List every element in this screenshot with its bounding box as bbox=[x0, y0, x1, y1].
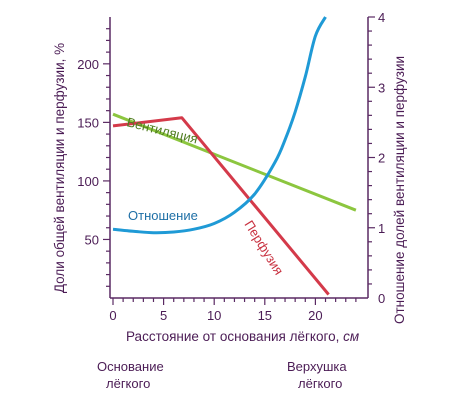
apex-label-line1: Верхушка bbox=[287, 359, 347, 374]
y-right-tick-label: 2 bbox=[378, 151, 385, 166]
base-label-line1: Основание bbox=[97, 359, 164, 374]
apex-label-line2: лёгкого bbox=[298, 376, 342, 391]
y-left-tick-label: 100 bbox=[77, 174, 99, 189]
ratio-curve bbox=[112, 16, 327, 235]
y-right-tick-label: 1 bbox=[378, 221, 385, 236]
x-axis-title-unit: см bbox=[343, 329, 359, 344]
y-right-tick-label: 0 bbox=[378, 291, 385, 306]
x-tick-label: 20 bbox=[308, 308, 322, 323]
x-tick-label: 5 bbox=[160, 308, 167, 323]
y-right-tick-label: 4 bbox=[378, 10, 385, 25]
perfusion-label: Перфузия bbox=[241, 218, 286, 278]
x-axis-title: Расстояние от основания лёгкого, см bbox=[126, 329, 359, 344]
axes bbox=[109, 17, 369, 299]
x-tick-label: 0 bbox=[109, 308, 116, 323]
base-label-line2: лёгкого bbox=[106, 376, 150, 391]
perfusion-line bbox=[112, 116, 330, 296]
x-tick-label: 15 bbox=[258, 308, 272, 323]
x-tick-label: 10 bbox=[207, 308, 221, 323]
y-right-tick-label: 3 bbox=[378, 80, 385, 95]
ventilation-line bbox=[112, 112, 357, 212]
ratio-label: Отношение bbox=[128, 208, 198, 223]
y-left-tick-label: 200 bbox=[77, 57, 99, 72]
series-layer bbox=[112, 16, 357, 296]
y-left-tick-label: 150 bbox=[77, 115, 99, 130]
y-left-axis-title: Доли общей вентиляции и перфузии, % bbox=[52, 43, 67, 293]
y-left-tick-label: 50 bbox=[85, 232, 99, 247]
x-axis-title-text: Расстояние от основания лёгкого, bbox=[126, 329, 343, 344]
y-right-axis-title: Отношение долей вентиляции и перфузии bbox=[392, 56, 407, 324]
ticks-layer: 0 5 10 15 20 50 100 150 200 0 1 2 3 4 bbox=[77, 10, 385, 323]
